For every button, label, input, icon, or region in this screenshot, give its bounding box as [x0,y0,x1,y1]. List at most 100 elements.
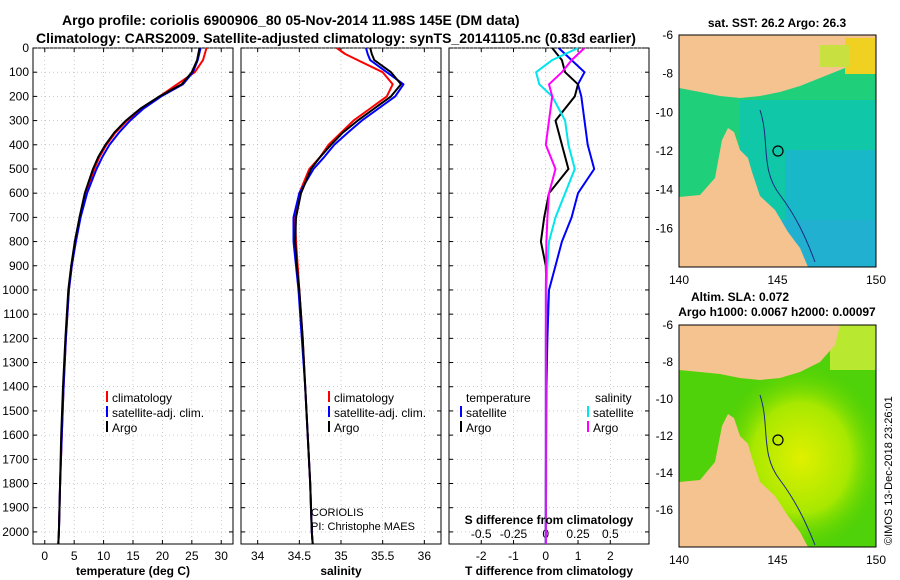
map-lat-label: -6 [662,28,673,42]
depth-tick-label: 1800 [2,477,29,491]
x-tick-label: 20 [156,549,170,563]
x-tick-label: 1 [575,549,582,563]
legend-label-climatology: climatology [112,391,172,405]
x-tick-label: 35.5 [371,549,395,563]
difference-legend: temperature salinity satellite Argo sate… [460,391,634,435]
imos-credit: ©IMOS 13-Dec-2018 23:26:01 [883,396,895,545]
sst-warm-patch [845,38,876,74]
sst-map-frame [678,34,877,268]
x-tick-label: 34 [251,549,265,563]
map-axes: 140 145 150 -6 -8 -10 -12 -14 -16 140 145 150 -6 -8 -1… [656,28,887,567]
x-tick-label: -2 [476,549,487,563]
series-line-temperature-satellite [544,47,596,544]
map-lon-label: 150 [866,553,886,567]
grid-layer [33,47,649,544]
series-line-salinity-satellite [535,47,579,544]
legend-title-salinity: salinity [595,391,632,405]
depth-tick-label: 1500 [2,404,29,418]
legend-title-temperature: temperature [466,391,531,405]
x-tick-label: 35 [334,549,348,563]
legend-label-temp-satellite: satellite [466,406,507,420]
sla-map [679,325,876,547]
depth-tick-label: 1400 [2,380,29,394]
legend-label-sal-satellite: satellite [593,406,634,420]
legend-label-satellite: satellite-adj. clim. [112,406,204,420]
temperature-xlabel: temperature (deg C) [76,564,190,578]
sst-land-australia [679,128,808,267]
salinity-xlabel: salinity [320,564,362,578]
depth-tick-label: 2000 [2,525,29,539]
series-line-argo [294,47,402,545]
sst-map [679,35,876,267]
difference-xlabel: T difference from climatology [465,564,633,578]
series-layer [57,47,596,545]
sst-argo-marker [772,145,784,157]
depth-tick-label: 1000 [2,283,29,297]
x-tick-label: -1 [508,549,519,563]
legend-label-satellite: satellite-adj. clim. [334,406,426,420]
map-lat-label: -6 [662,318,673,332]
depth-tick-label: 600 [9,186,29,200]
s-diff-tick-label: 0.5 [602,527,619,541]
s-diff-tick-label: -0.25 [500,527,528,541]
x-tick-label: 0 [542,549,549,563]
map-lat-label: -16 [656,503,674,517]
legend-label-temp-argo: Argo [466,421,492,435]
legend-label-argo: Argo [112,421,138,435]
temperature-legend: climatology satellite-adj. clim. Argo [106,391,204,435]
depth-tick-label: 1200 [2,331,29,345]
map-lon-label: 140 [669,273,689,287]
sla-argo-marker [772,434,784,446]
map-lat-label: -12 [656,144,674,158]
legend-label-climatology: climatology [334,391,394,405]
sla-map-subtitle: Argo h1000: 0.0067 h2000: 0.00097 [678,305,876,319]
sst-map-title: sat. SST: 26.2 Argo: 26.3 [708,16,847,30]
depth-axis: 0 100 200 300 400 500 600 700 800 900 1000 1100 1200… [2,41,29,539]
sst-depth-contour [759,109,816,263]
depth-tick-label: 800 [9,235,29,249]
figure-title-line1: Argo profile: coriolis 6900906_80 05-Nov… [62,12,520,28]
map-lat-label: -10 [656,105,674,119]
s-diff-tick-label: -0.5 [471,527,492,541]
depth-tick-label: 100 [9,65,29,79]
map-lat-label: -16 [656,221,674,235]
s-difference-top-label: S difference from climatology [465,513,634,527]
depth-tick-label: 700 [9,210,29,224]
salinity-legend: climatology satellite-adj. clim. Argo [328,391,426,435]
sla-map-frame [678,324,877,548]
legend-label-argo: Argo [334,421,360,435]
depth-tick-label: 1700 [2,452,29,466]
map-lon-label: 145 [767,553,787,567]
depth-tick-label: 0 [22,41,29,55]
map-lat-label: -12 [656,429,674,443]
x-tick-label: 30 [215,549,229,563]
depth-tick-label: 1600 [2,428,29,442]
depth-tick-label: 500 [9,162,29,176]
sla-map-title: Altim. SLA: 0.072 [691,290,789,304]
map-lon-label: 145 [767,273,787,287]
legend-label-sal-argo: Argo [593,421,619,435]
sla-land-newguinea [679,325,840,380]
depth-tick-label: 400 [9,138,29,152]
pi-annotation: PI: Christophe MAES [311,521,415,533]
depth-tick-label: 1900 [2,501,29,515]
sla-depth-contour [759,394,816,546]
x-tick-label: 15 [126,549,140,563]
x-tick-label: 36 [418,549,432,563]
series-line-satellite-adj-clim- [57,47,202,545]
map-lat-label: -14 [656,466,674,480]
x-tick-label: 34.5 [288,549,312,563]
map-lat-label: -8 [662,355,673,369]
map-lat-label: -8 [662,67,673,81]
x-tick-label: 5 [71,549,78,563]
figure-title-line2: Climatology: CARS2009. Satellite-adjuste… [36,30,636,46]
s-diff-tick-label: 0.25 [566,527,590,541]
depth-tick-label: 1300 [2,356,29,370]
source-annotation: CORIOLIS [311,507,364,519]
map-lat-label: -14 [656,183,674,197]
x-tick-label: 2 [607,549,614,563]
sst-warm-patch-2 [820,45,850,67]
x-tick-label: 25 [185,549,199,563]
x-tick-label: 10 [97,549,111,563]
